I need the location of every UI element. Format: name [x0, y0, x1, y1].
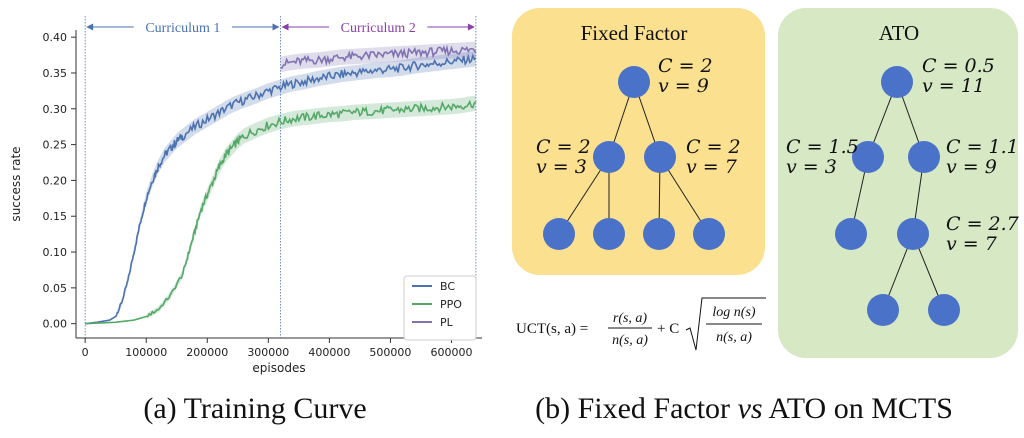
- node-label-v: v = 7: [946, 233, 998, 255]
- y-tick-label: 0.30: [43, 103, 68, 116]
- uct-formula: UCT(s, a) = r(s, a) n(s, a) + C log n(s)…: [516, 297, 766, 351]
- ato-nodes: [835, 66, 960, 326]
- formula-denominator-1: n(s, a): [612, 333, 648, 348]
- node-label-c: C = 2.7: [946, 213, 1020, 235]
- curriculum-arrowhead: [281, 23, 289, 31]
- curriculum-label: Curriculum 1: [145, 21, 220, 36]
- chart-legend: BC PPO PL: [403, 275, 477, 341]
- y-tick-label: 0.10: [43, 246, 68, 259]
- node-label-v: v = 3: [786, 156, 837, 178]
- node-label-c: C = 1.1: [946, 136, 1019, 158]
- tree-node-inner: [897, 218, 929, 250]
- tree-node-leaf: [835, 218, 867, 250]
- caption-b: (b) Fixed Factor vs ATO on MCTS: [535, 392, 953, 425]
- x-tick-label: 300000: [247, 346, 289, 359]
- y-tick-label: 0.35: [43, 67, 68, 80]
- caption-b-vs: vs: [738, 392, 763, 425]
- node-label-c: C = 0.5: [922, 55, 995, 77]
- y-tick-label: 0.25: [43, 139, 68, 152]
- y-tick-label: 0.05: [43, 282, 68, 295]
- legend-box: [403, 275, 477, 341]
- node-label-c: C = 1.5: [786, 136, 859, 158]
- y-tick-label: 0.40: [43, 31, 68, 44]
- fixed-factor-title: Fixed Factor: [581, 21, 688, 45]
- chart-axes: 0 100000 200000 300000 400000 500000 600000 0.0…: [9, 30, 482, 375]
- formula-numerator-1: r(s, a): [613, 311, 648, 326]
- x-tick-label: 200000: [186, 346, 228, 359]
- caption-b-prefix: (b) Fixed Factor: [535, 392, 737, 425]
- curriculum-label: Curriculum 2: [341, 21, 416, 36]
- caption-b-suffix: ATO on MCTS: [763, 392, 953, 425]
- tree-node-right: [644, 141, 676, 173]
- series-line-pl: [280, 44, 477, 70]
- node-label-v: v = 3: [536, 156, 587, 178]
- ato-background: [778, 8, 1018, 358]
- tree-node-leaf: [693, 218, 725, 250]
- node-label-v: v = 9: [658, 75, 709, 97]
- x-tick-label: 100000: [125, 346, 167, 359]
- curriculum-arrowhead: [272, 23, 280, 31]
- curriculum-arrowhead: [467, 23, 475, 31]
- fixed-factor-nodes: [543, 66, 725, 250]
- tree-node-right: [908, 141, 940, 173]
- ato-panel: ATO C = 0.5 v = 11 C = 1.5 v = 3 C = 1.1…: [778, 8, 1020, 358]
- tree-node-root: [881, 66, 913, 98]
- tree-node-leaf: [543, 218, 575, 250]
- node-label-v: v = 11: [922, 75, 985, 97]
- x-tick-label: 0: [82, 346, 89, 359]
- series-line-bc: [85, 53, 477, 325]
- tree-node-leaf: [593, 218, 625, 250]
- x-tick-label: 500000: [369, 346, 411, 359]
- fixed-factor-panel: Fixed Factor C = 2 v = 9 C = 2 v = 3 C =…: [512, 8, 765, 275]
- x-axis-label: episodes: [252, 361, 305, 375]
- y-axis-label: success rate: [9, 146, 23, 221]
- tree-node-leaf: [867, 294, 899, 326]
- y-tick-label: 0.15: [43, 210, 68, 223]
- ato-title: ATO: [879, 21, 919, 45]
- node-label-c: C = 2: [686, 136, 741, 158]
- y-tick-label: 0.00: [43, 318, 68, 331]
- caption-a: (a) Training Curve: [143, 392, 366, 425]
- sqrt-sign: [685, 297, 766, 351]
- node-label-c: C = 2: [658, 55, 713, 77]
- tree-node-left: [852, 141, 884, 173]
- tree-node-root: [618, 66, 650, 98]
- formula-denominator-2: n(s, a): [716, 330, 752, 345]
- node-label-v: v = 7: [686, 156, 738, 178]
- tree-node-left: [593, 141, 625, 173]
- node-label-v: v = 9: [946, 156, 997, 178]
- x-tick-label: 600000: [430, 346, 472, 359]
- curriculum-arrowhead: [86, 23, 94, 31]
- y-tick-label: 0.20: [43, 174, 68, 187]
- legend-label: PL: [440, 316, 454, 329]
- node-label-c: C = 2: [536, 136, 591, 158]
- tree-node-leaf: [928, 294, 960, 326]
- formula-lhs: UCT(s, a) =: [516, 321, 588, 337]
- formula-numerator-2: log n(s): [712, 305, 756, 320]
- tree-node-leaf: [643, 218, 675, 250]
- series-layer: [85, 41, 477, 325]
- series-line-ppo: [85, 99, 477, 325]
- x-tick-label: 400000: [308, 346, 350, 359]
- legend-label: BC: [440, 280, 455, 293]
- legend-label: PPO: [440, 298, 462, 311]
- formula-plus-c: + C: [657, 321, 679, 337]
- training-curve-chart: 0 100000 200000 300000 400000 500000 600000 0.0…: [9, 16, 482, 375]
